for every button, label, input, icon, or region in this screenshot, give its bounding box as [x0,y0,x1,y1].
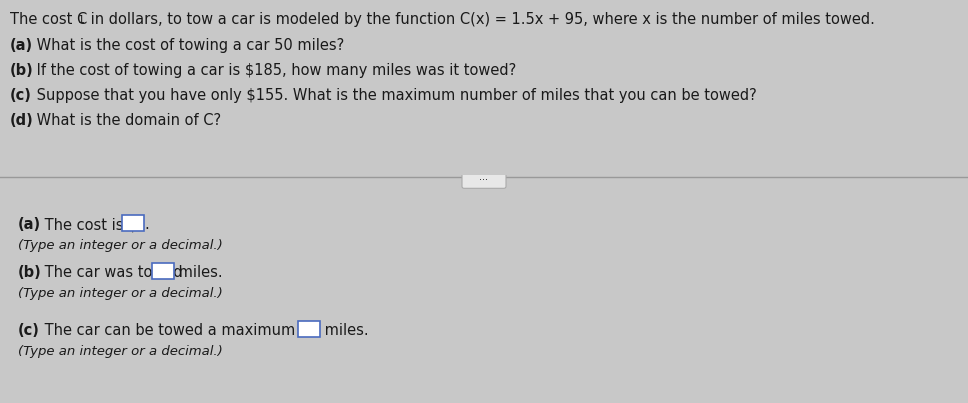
Text: (Type an integer or a decimal.): (Type an integer or a decimal.) [18,239,223,252]
Text: The car can be towed a maximum of: The car can be towed a maximum of [40,323,318,338]
Text: (Type an integer or a decimal.): (Type an integer or a decimal.) [18,345,223,358]
Bar [122,215,144,231]
Text: .: . [144,217,149,232]
Text: miles.: miles. [320,323,369,338]
Text: (a): (a) [18,217,41,232]
Text: (d): (d) [10,113,34,128]
Text: in dollars, to tow a car is modeled by the function C(x) = 1.5x + 95, where x is: in dollars, to tow a car is modeled by t… [86,12,875,27]
Bar [298,321,320,337]
Text: Suppose that you have only $155. What is the maximum number of miles that you ca: Suppose that you have only $155. What is… [32,88,757,103]
Text: What is the cost of towing a car 50 miles?: What is the cost of towing a car 50 mile… [32,38,345,53]
Text: ...: ... [479,172,489,182]
Text: (c): (c) [18,323,40,338]
Text: If the cost of towing a car is $185, how many miles was it towed?: If the cost of towing a car is $185, how… [32,63,516,78]
Text: (b): (b) [10,63,34,78]
Text: What is the domain of C?: What is the domain of C? [32,113,221,128]
Text: (c): (c) [10,88,32,103]
Text: The cost C: The cost C [10,12,87,27]
Text: 1: 1 [78,15,85,25]
Text: (a): (a) [10,38,33,53]
Bar [152,263,174,279]
Text: miles.: miles. [174,265,223,280]
Text: (Type an integer or a decimal.): (Type an integer or a decimal.) [18,287,223,300]
Text: The cost is $: The cost is $ [40,217,137,232]
Text: The car was towed: The car was towed [40,265,187,280]
Text: (b): (b) [18,265,42,280]
FancyBboxPatch shape [462,166,506,188]
